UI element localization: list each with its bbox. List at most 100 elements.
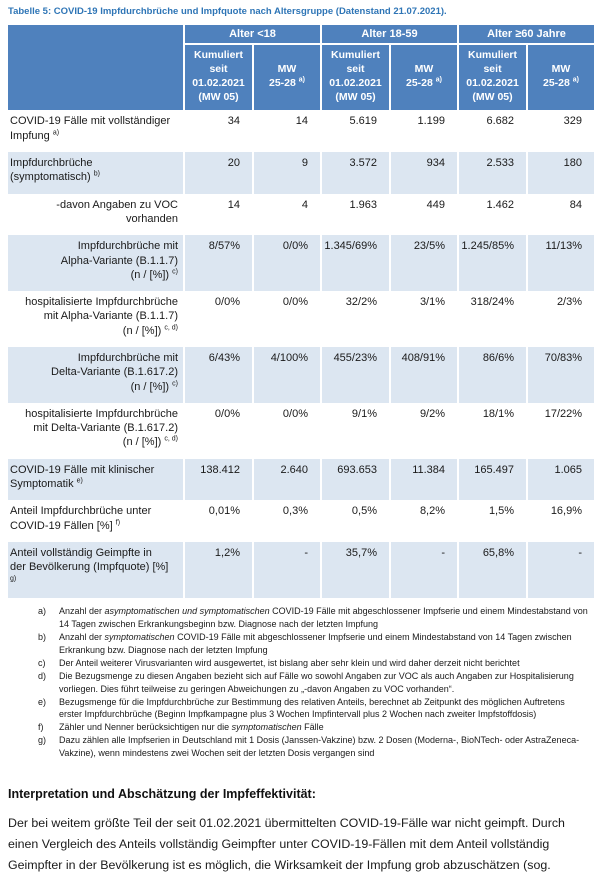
footnote-marker: c) <box>38 657 46 668</box>
table-cell: 180 <box>526 152 595 194</box>
table-cell: 0/0% <box>252 402 320 459</box>
table-row: Impfdurchbrüche mit Delta-Variante (B.1.6… <box>8 347 595 403</box>
footnote-text: Dazu zählen alle Impfserien in Deutschla… <box>59 735 580 759</box>
table-cell: 1.245/85% <box>457 235 527 292</box>
table-cell: 18/1% <box>457 402 527 459</box>
row-label: Anteil vollständig Geimpfte in der Bevölk… <box>8 541 183 598</box>
table-cell: 1,2% <box>183 541 252 598</box>
table-cell: 0/0% <box>252 291 320 347</box>
footnote: f) Zähler und Nenner berücksichtigen nur … <box>38 721 590 734</box>
table-cell: 1.065 <box>526 458 595 501</box>
table-row: -davon Angaben zu VOC vorhanden 14 4 1.963 44… <box>8 193 595 236</box>
table-cell: 3.572 <box>320 152 389 194</box>
row-label: Impfdurchbrüche mit Delta-Variante (B.1.6… <box>8 347 183 403</box>
table-cell: 6/43% <box>183 347 252 403</box>
table-cell: 23/5% <box>389 235 458 292</box>
footnote-text: Anzahl der symptomatischen COVID-19 Fäll… <box>59 631 572 655</box>
corner-cell <box>8 25 183 111</box>
col-header-mw-60-plus: MW 25-28 a) <box>526 45 595 111</box>
table-cell: 9/1% <box>320 402 389 459</box>
col-header-kumuliert-under-18: Kumuliert seit 01.02.2021 (MW 05) <box>183 45 252 111</box>
footnote-marker: b) <box>38 631 47 642</box>
footnote-text: Anzahl der asymptomatischen und symptoma… <box>59 605 588 629</box>
table-cell: 9/2% <box>389 402 458 459</box>
group-header-under-18: Alter <18 <box>183 25 320 45</box>
table-cell: 6.682 <box>457 110 527 153</box>
table-cell: 17/22% <box>526 402 595 459</box>
table-cell: 84 <box>526 193 595 236</box>
table-row: COVID-19 Fälle mit vollständiger Impfung … <box>8 110 595 153</box>
table-cell: 1.963 <box>320 193 389 236</box>
table-cell: - <box>252 541 320 598</box>
col-header-kumuliert-18-59: Kumuliert seit 01.02.2021 (MW 05) <box>320 45 389 111</box>
table-cell: 35,7% <box>320 541 389 598</box>
table-cell: 34 <box>183 110 252 153</box>
footnote-text: Bezugsmenge für die Impfdurchbrüche zur … <box>59 696 565 720</box>
interpretation-paragraph: Der bei weitem größte Teil der seit 01.0… <box>8 813 594 874</box>
table-row: Impfdurchbrüche (symptomatisch) b) 20 9 3.57… <box>8 152 595 194</box>
table-header-sub-row: Kumuliert seit 01.02.2021 (MW 05) MW 25-2… <box>8 45 595 111</box>
interpretation-heading: Interpretation und Abschätzung der Impfe… <box>8 787 316 802</box>
table-row: Anteil vollständig Geimpfte in der Bevölk… <box>8 541 595 598</box>
row-label: COVID-19 Fälle mit vollständiger Impfung … <box>8 110 183 153</box>
table-cell: 138.412 <box>183 458 252 501</box>
table-cell: 2.640 <box>252 458 320 501</box>
footnote-text: Der Anteil weiterer Virusvarianten wird … <box>59 657 520 668</box>
table-body: COVID-19 Fälle mit vollständiger Impfung … <box>8 110 595 598</box>
table-cell: 2/3% <box>526 291 595 347</box>
row-label: hospitalisierte Impfdurchbrüche mit Delta… <box>8 402 183 459</box>
table-row: COVID-19 Fälle mit klinischer Symptomatik… <box>8 458 595 501</box>
table-cell: 16,9% <box>526 500 595 542</box>
table-cell: - <box>389 541 458 598</box>
footnote: b) Anzahl der symptomatischen COVID-19 Fä… <box>38 631 590 657</box>
footnote-marker: f) <box>38 722 44 733</box>
footnote-marker: e) <box>38 696 47 707</box>
footnote-marker: a) <box>38 605 47 616</box>
table-row: hospitalisierte Impfdurchbrüche mit Alpha… <box>8 291 595 347</box>
footnote-text: Die Bezugsmenge zu diesen Angaben bezieh… <box>59 670 574 694</box>
footnote: c) Der Anteil weiterer Virusvarianten wir… <box>38 657 590 670</box>
table-cell: 11/13% <box>526 235 595 292</box>
vaccine-breakthrough-table: Alter <18 Alter 18-59 Alter ≥60 Jahre Ku… <box>8 25 595 598</box>
table-cell: 14 <box>252 110 320 153</box>
table-cell: 2.533 <box>457 152 527 194</box>
table-cell: 0/0% <box>183 402 252 459</box>
table-cell: 4/100% <box>252 347 320 403</box>
table-cell: 11.384 <box>389 458 458 501</box>
col-header-mw-18-59: MW 25-28 a) <box>389 45 458 111</box>
table-cell: 1.345/69% <box>320 235 389 292</box>
footnote: a) Anzahl der asymptomatischen und sympto… <box>38 605 590 631</box>
table-header-group-row: Alter <18 Alter 18-59 Alter ≥60 Jahre <box>8 25 595 111</box>
row-label: COVID-19 Fälle mit klinischer Symptomatik… <box>8 458 183 501</box>
table-row: Impfdurchbrüche mit Alpha-Variante (B.1.1… <box>8 235 595 292</box>
table-cell: 5.619 <box>320 110 389 153</box>
table-caption: Tabelle 5: COVID-19 Impfdurchbrüche und … <box>8 6 447 17</box>
footnote: e) Bezugsmenge für die Impfdurchbrüche zu… <box>38 696 590 722</box>
table-cell: - <box>526 541 595 598</box>
table-cell: 329 <box>526 110 595 153</box>
table-cell: 4 <box>252 193 320 236</box>
table-cell: 65,8% <box>457 541 527 598</box>
table-cell: 0/0% <box>183 291 252 347</box>
footnote-text: Zähler und Nenner berücksichtigen nur di… <box>59 722 324 733</box>
table-cell: 455/23% <box>320 347 389 403</box>
table-cell: 0,3% <box>252 500 320 542</box>
table-cell: 693.653 <box>320 458 389 501</box>
table-row: Anteil Impfdurchbrüche unter COVID-19 Fäl… <box>8 500 595 542</box>
col-header-mw-under-18: MW 25-28 a) <box>252 45 320 111</box>
table-cell: 1,5% <box>457 500 527 542</box>
table-cell: 449 <box>389 193 458 236</box>
row-label: -davon Angaben zu VOC vorhanden <box>8 193 183 236</box>
table-cell: 934 <box>389 152 458 194</box>
table-cell: 8/57% <box>183 235 252 292</box>
table-cell: 408/91% <box>389 347 458 403</box>
footnote: g) Dazu zählen alle Impfserien in Deutsch… <box>38 734 590 760</box>
footnote-marker: d) <box>38 670 47 681</box>
table-row: hospitalisierte Impfdurchbrüche mit Delta… <box>8 402 595 459</box>
footnote: d) Die Bezugsmenge zu diesen Angaben bezi… <box>38 670 590 696</box>
table-cell: 3/1% <box>389 291 458 347</box>
row-label: Anteil Impfdurchbrüche unter COVID-19 Fäl… <box>8 500 183 542</box>
table-cell: 32/2% <box>320 291 389 347</box>
col-header-kumuliert-60-plus: Kumuliert seit 01.02.2021 (MW 05) <box>457 45 527 111</box>
group-header-60-plus: Alter ≥60 Jahre <box>457 25 595 45</box>
